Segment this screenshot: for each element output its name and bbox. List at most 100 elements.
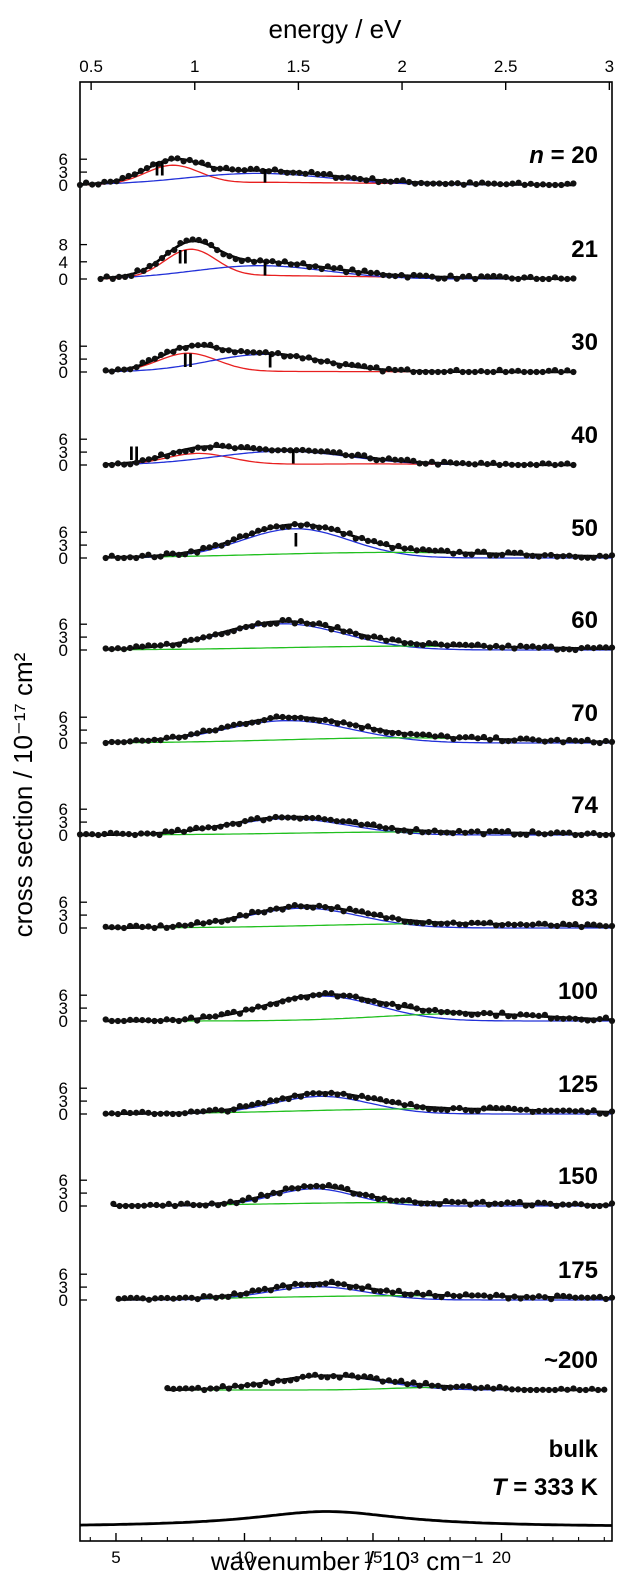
- data-point: [398, 272, 405, 279]
- data-point: [462, 1010, 469, 1018]
- data-point: [213, 1385, 220, 1392]
- data-point: [387, 1197, 394, 1204]
- data-point: [385, 365, 392, 373]
- data-point: [393, 1197, 400, 1204]
- data-point: [590, 645, 597, 652]
- data-point: [318, 358, 325, 365]
- data-point: [405, 178, 413, 186]
- data-point: [176, 1294, 183, 1302]
- data-point: [303, 903, 311, 911]
- data-point: [188, 342, 195, 349]
- data-point: [334, 904, 341, 911]
- data-point: [364, 1094, 372, 1101]
- data-point: [325, 1182, 332, 1189]
- data-point: [346, 905, 353, 913]
- data-point: [244, 1382, 251, 1389]
- y-tick-label: 0: [59, 1291, 68, 1310]
- data-point: [352, 993, 359, 1000]
- data-point: [297, 714, 304, 721]
- data-point: [266, 815, 273, 822]
- data-point: [322, 716, 329, 724]
- data-point: [570, 1385, 577, 1392]
- data-point: [418, 179, 425, 187]
- panel-label: 100: [558, 978, 598, 1005]
- data-point: [484, 273, 491, 280]
- data-point: [97, 275, 104, 283]
- y-tick-label: 6: [59, 615, 68, 634]
- data-point: [212, 1294, 220, 1301]
- data-point: [560, 553, 567, 560]
- data-point: [318, 448, 325, 455]
- data-point: [383, 1287, 390, 1294]
- data-point: [247, 165, 254, 172]
- data-point: [163, 550, 170, 557]
- data-point: [168, 828, 175, 835]
- data-point: [267, 620, 274, 628]
- data-point: [566, 736, 573, 744]
- data-point: [578, 1107, 585, 1114]
- data-point: [358, 633, 365, 640]
- data-point: [194, 1108, 201, 1115]
- data-point: [490, 459, 497, 466]
- data-point: [188, 636, 195, 644]
- data-point: [351, 175, 358, 182]
- data-point: [486, 1010, 494, 1017]
- data-point: [304, 1281, 311, 1288]
- data-point: [182, 1294, 189, 1301]
- data-point: [407, 640, 414, 647]
- data-point: [146, 262, 153, 270]
- data-point: [608, 738, 616, 746]
- data-point: [346, 1284, 354, 1291]
- component-label: I: [291, 447, 296, 468]
- data-point: [242, 912, 250, 919]
- data-point: [151, 455, 158, 462]
- data-point: [115, 1295, 122, 1302]
- data-point: [250, 1381, 257, 1388]
- data-point: [158, 351, 165, 358]
- data-point: [350, 1190, 357, 1197]
- y-tick-label: 0: [59, 1105, 68, 1124]
- data-point: [297, 815, 304, 822]
- data-point: [447, 368, 454, 375]
- data-point: [373, 1375, 380, 1382]
- data-point: [496, 273, 503, 280]
- data-point: [356, 1191, 363, 1198]
- data-point: [493, 1291, 500, 1298]
- data-point: [139, 552, 146, 559]
- data-point: [383, 541, 390, 548]
- data-point: [566, 552, 573, 559]
- data-point: [157, 642, 164, 649]
- data-point: [230, 1106, 237, 1113]
- data-point: [328, 525, 335, 533]
- data-point: [145, 737, 152, 744]
- y-tick-label: 3: [59, 999, 68, 1018]
- data-point: [379, 456, 386, 463]
- data-point: [199, 825, 206, 832]
- data-point: [545, 367, 552, 374]
- data-point: [114, 739, 121, 746]
- curve-ii: [100, 248, 574, 280]
- panel-15: bulk T = 333 K: [79, 1436, 612, 1527]
- data-point: [301, 1183, 308, 1190]
- data-point: [456, 734, 463, 741]
- data-point: [318, 1373, 325, 1380]
- data-point: [448, 180, 455, 187]
- data-point: [188, 447, 195, 454]
- panel-label: 83: [571, 885, 598, 912]
- data-point: [401, 918, 408, 925]
- y-tick-label: 0: [59, 456, 68, 475]
- data-point: [194, 1296, 201, 1303]
- data-point: [584, 1202, 591, 1209]
- data-point: [560, 646, 567, 653]
- data-point: [229, 820, 236, 827]
- data-point: [321, 816, 328, 823]
- data-point: [297, 994, 304, 1001]
- data-point: [346, 628, 353, 635]
- data-point: [261, 526, 268, 533]
- data-point: [401, 1001, 408, 1009]
- data-point: [608, 922, 616, 930]
- data-point: [572, 646, 579, 654]
- data-point: [413, 731, 420, 738]
- data-point: [462, 734, 469, 741]
- data-point: [515, 179, 522, 186]
